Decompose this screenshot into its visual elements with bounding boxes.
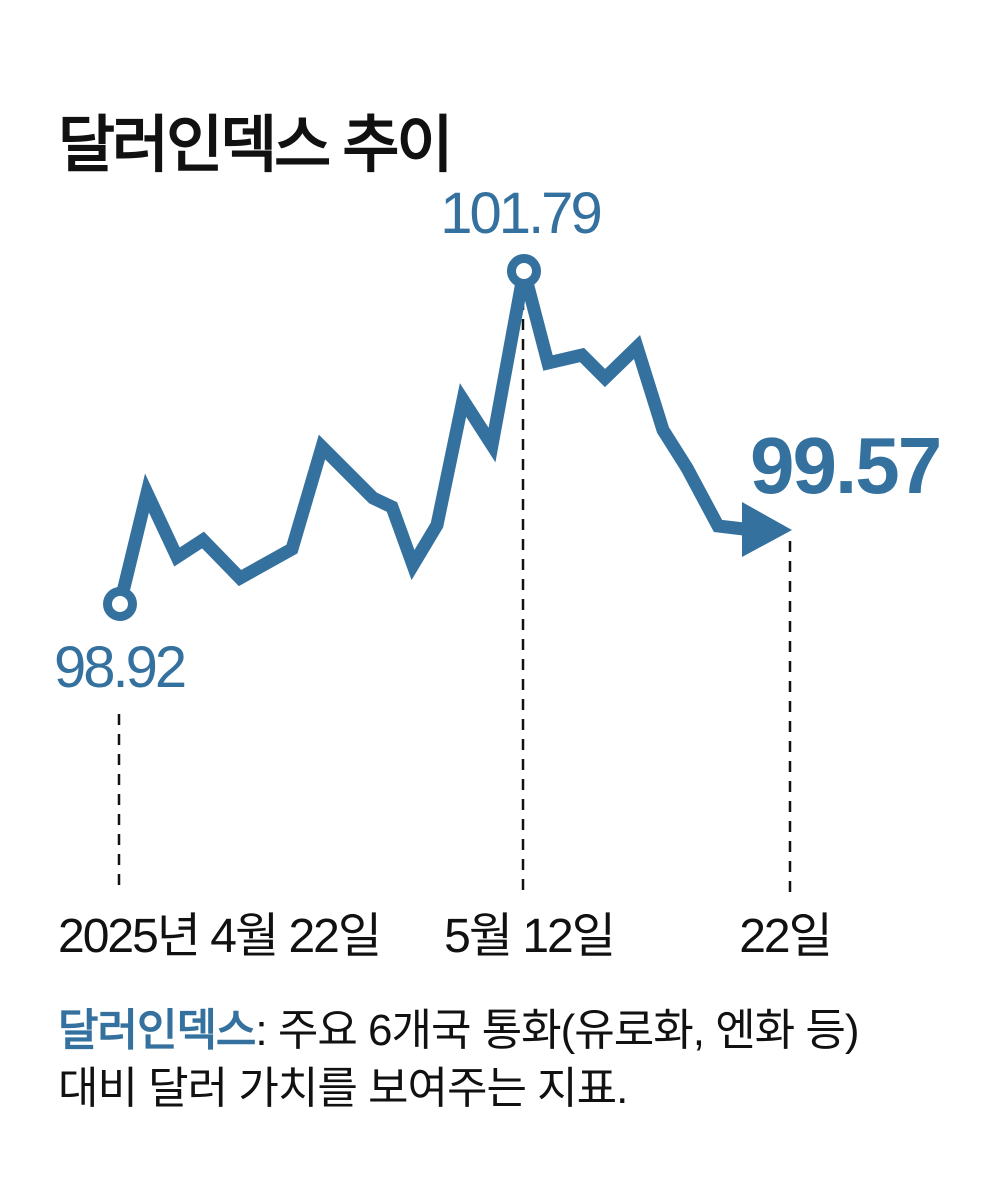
page-title: 달러인덱스 추이	[58, 110, 454, 180]
data-point-marker	[103, 587, 137, 621]
footnote: 달러인덱스: 주요 6개국 통화(유로화, 엔화 등) 대비 달러 가치를 보여…	[58, 1002, 958, 1118]
x-tick-may-22: 22일	[739, 910, 833, 963]
trend-line	[113, 269, 753, 606]
start-value-label: 98.92	[54, 635, 187, 700]
footnote-term: 달러인덱스	[58, 1006, 256, 1055]
footnote-line2: 대비 달러 가치를 보여주는 지표.	[58, 1064, 628, 1113]
peak-value-label: 101.79	[440, 181, 602, 246]
x-tick-april-22: 2025년 4월 22일	[58, 910, 382, 963]
x-tick-may-12: 5월 12일	[444, 910, 616, 963]
arrow-head-icon	[742, 502, 792, 557]
footnote-line1-rest: : 주요 6개국 통화(유로화, 엔화 등)	[255, 1006, 859, 1055]
end-value-label: 99.57	[750, 421, 942, 510]
data-point-marker	[507, 254, 541, 288]
